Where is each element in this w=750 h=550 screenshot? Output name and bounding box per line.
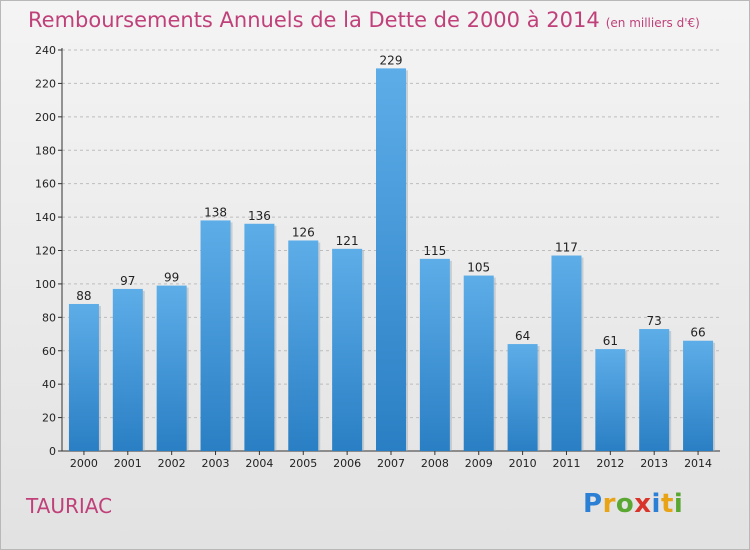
logo-letter: i — [651, 489, 661, 519]
bar-value-label: 97 — [120, 274, 135, 288]
y-tick-label: 160 — [35, 178, 56, 191]
y-tick-label: 100 — [35, 278, 56, 291]
y-tick-label: 140 — [35, 211, 56, 224]
bar-value-label: 99 — [164, 271, 179, 285]
bar — [156, 285, 187, 451]
y-tick-label: 40 — [42, 378, 56, 391]
y-tick-label: 200 — [35, 111, 56, 124]
y-tick-label: 180 — [35, 144, 56, 157]
bar — [376, 68, 406, 452]
bar — [683, 340, 714, 451]
y-tick-label: 0 — [49, 445, 56, 458]
chart-title-unit: (en milliers d'€) — [605, 16, 700, 30]
x-tick-label: 2012 — [596, 457, 624, 470]
x-tick-label: 2013 — [640, 457, 668, 470]
logo-letter: t — [660, 489, 674, 519]
bar-value-label: 136 — [248, 209, 271, 223]
chart-title: Remboursements Annuels de la Dette de 20… — [28, 8, 700, 32]
x-tick-label: 2008 — [421, 457, 449, 470]
logo-letter: o — [615, 489, 635, 519]
commune-name: TAURIAC — [26, 494, 113, 518]
bar — [288, 240, 319, 451]
y-tick-label: 220 — [35, 77, 56, 90]
y-tick-label: 240 — [35, 44, 56, 57]
bar-value-label: 117 — [555, 241, 578, 255]
x-tick-label: 2001 — [114, 457, 142, 470]
bar — [463, 275, 494, 451]
bar-value-label: 73 — [647, 314, 662, 328]
logo-letter: P — [583, 489, 603, 519]
logo-letter: x — [634, 489, 652, 519]
x-tick-label: 2006 — [333, 457, 361, 470]
bar — [595, 349, 626, 451]
logo-letter: i — [673, 489, 684, 519]
x-tick-label: 2011 — [552, 457, 580, 470]
bar — [639, 329, 670, 451]
bar — [332, 248, 363, 451]
bar — [419, 258, 450, 451]
logo-letter: r — [602, 489, 616, 519]
proxiti-logo: Proxiti — [583, 489, 683, 519]
bar-value-label: 229 — [380, 53, 403, 67]
bar — [68, 303, 99, 451]
bar-value-label: 126 — [292, 225, 315, 239]
bar-value-label: 121 — [336, 234, 359, 248]
bar-value-label: 88 — [76, 289, 91, 303]
x-tick-label: 2003 — [202, 457, 230, 470]
x-tick-label: 2002 — [158, 457, 186, 470]
x-tick-label: 2005 — [289, 457, 317, 470]
bar-value-label: 64 — [515, 329, 530, 343]
chart-title-main: Remboursements Annuels de la Dette de 20… — [28, 8, 600, 32]
x-tick-label: 2000 — [70, 457, 98, 470]
bar-value-label: 115 — [423, 244, 446, 258]
x-tick-label: 2007 — [377, 457, 405, 470]
x-tick-label: 2014 — [684, 457, 712, 470]
bar — [551, 255, 582, 451]
bar-value-label: 105 — [467, 261, 490, 275]
x-tick-label: 2009 — [465, 457, 493, 470]
bar — [200, 220, 231, 451]
bar — [507, 344, 538, 451]
y-tick-label: 20 — [42, 412, 56, 425]
x-tick-label: 2004 — [245, 457, 273, 470]
bar-value-label: 61 — [603, 334, 618, 348]
x-tick-label: 2010 — [509, 457, 537, 470]
y-tick-label: 120 — [35, 245, 56, 258]
bar — [112, 288, 143, 451]
y-tick-label: 60 — [42, 345, 56, 358]
bar — [244, 223, 275, 451]
bar-value-label: 66 — [690, 326, 705, 340]
y-tick-label: 80 — [42, 311, 56, 324]
bar-value-label: 138 — [204, 205, 227, 219]
